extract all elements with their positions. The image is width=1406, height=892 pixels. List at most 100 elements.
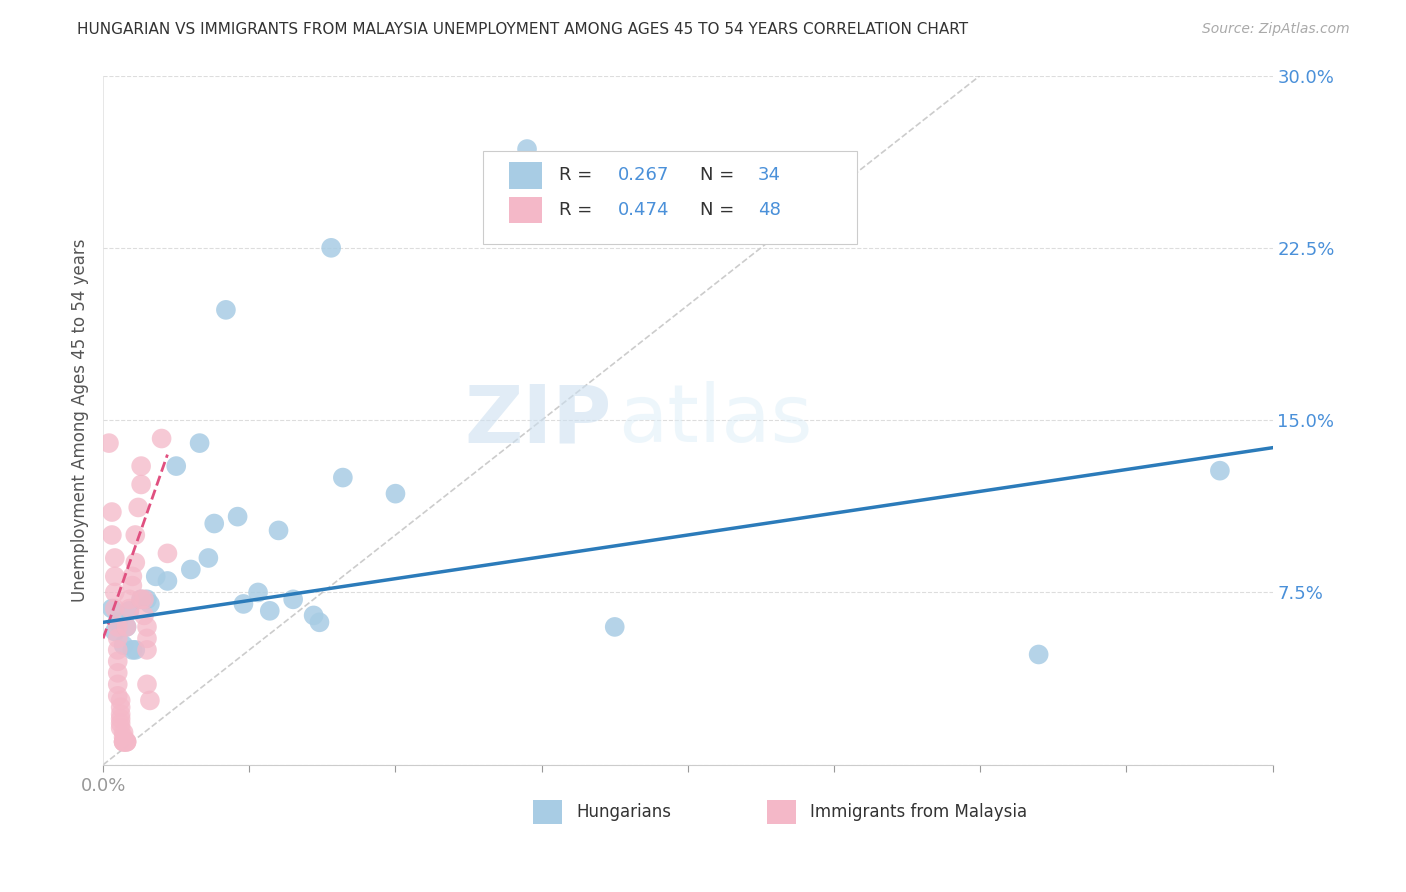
Point (516, 142, 538, 156)
Text: atlas: atlas (617, 381, 813, 459)
Point (132, 608, 155, 623)
Point (308, 615, 330, 630)
Point (110, 716, 132, 731)
Point (101, 528, 124, 542)
Y-axis label: Unemployment Among Ages 45 to 54 years: Unemployment Among Ages 45 to 54 years (72, 238, 89, 602)
Point (104, 601, 127, 615)
Point (110, 693, 132, 707)
Point (136, 643, 159, 657)
Text: Source: ZipAtlas.com: Source: ZipAtlas.com (1202, 22, 1350, 37)
Point (107, 615, 129, 630)
Point (129, 592, 152, 607)
Point (101, 505, 124, 519)
Bar (509, 197, 541, 223)
Text: R =: R = (560, 167, 598, 185)
Point (202, 516, 225, 531)
Point (188, 436, 211, 450)
Point (267, 524, 290, 538)
Point (302, 608, 325, 623)
Point (121, 643, 143, 657)
Point (136, 620, 159, 634)
Text: ZIP: ZIP (464, 381, 612, 459)
Point (156, 574, 179, 588)
Point (226, 509, 249, 524)
Text: 0.267: 0.267 (617, 167, 669, 185)
Point (118, 604, 141, 618)
Point (129, 592, 152, 607)
Point (259, 604, 281, 618)
Point (118, 601, 141, 615)
Point (115, 620, 138, 634)
Point (124, 528, 146, 542)
Text: HUNGARIAN VS IMMIGRANTS FROM MALAYSIA UNEMPLOYMENT AMONG AGES 45 TO 54 YEARS COR: HUNGARIAN VS IMMIGRANTS FROM MALAYSIA UN… (77, 22, 969, 37)
Point (332, 470, 354, 484)
Point (1209, 464, 1232, 478)
Point (115, 735, 138, 749)
Text: R =: R = (560, 201, 598, 219)
Bar (533, 799, 562, 823)
Point (150, 432, 173, 446)
Point (112, 735, 135, 749)
Point (110, 700, 132, 714)
Point (107, 677, 129, 691)
Point (121, 569, 143, 583)
Point (127, 500, 149, 515)
Point (136, 632, 159, 646)
Point (139, 693, 162, 707)
Text: 0.474: 0.474 (617, 201, 669, 219)
Text: 34: 34 (758, 167, 780, 185)
Bar (766, 799, 796, 823)
Point (104, 585, 127, 599)
Point (247, 585, 270, 599)
Point (107, 665, 129, 680)
Point (180, 562, 202, 576)
Point (118, 592, 141, 607)
FancyBboxPatch shape (484, 152, 858, 244)
Point (107, 632, 129, 646)
Point (232, 597, 254, 611)
Point (110, 707, 132, 722)
Text: N =: N = (700, 201, 740, 219)
Text: 48: 48 (758, 201, 780, 219)
Point (115, 735, 138, 749)
Point (124, 556, 146, 570)
Point (129, 477, 152, 491)
Point (145, 569, 167, 583)
Point (156, 546, 179, 560)
Point (132, 592, 155, 607)
Text: N =: N = (700, 167, 740, 185)
Point (112, 725, 135, 739)
Point (107, 654, 129, 668)
Point (98, 436, 121, 450)
Point (112, 638, 135, 652)
Point (136, 592, 159, 607)
Point (112, 735, 135, 749)
Point (101, 601, 124, 615)
Point (384, 486, 406, 500)
Point (283, 592, 305, 607)
Point (165, 459, 187, 474)
Point (110, 712, 132, 726)
Point (104, 569, 127, 583)
Point (121, 578, 143, 592)
Point (110, 721, 132, 735)
Point (112, 730, 135, 744)
Point (129, 459, 152, 474)
Point (1028, 648, 1050, 662)
Bar (509, 162, 541, 188)
Text: Hungarians: Hungarians (576, 803, 671, 821)
Point (124, 643, 146, 657)
Point (215, 302, 238, 317)
Point (107, 620, 129, 634)
Point (107, 689, 129, 703)
Text: Immigrants from Malaysia: Immigrants from Malaysia (810, 803, 1028, 821)
Point (197, 551, 219, 566)
Point (115, 735, 138, 749)
Point (139, 597, 162, 611)
Point (104, 551, 127, 566)
Point (104, 624, 127, 639)
Point (603, 620, 626, 634)
Point (136, 677, 159, 691)
Point (115, 620, 138, 634)
Point (321, 241, 343, 255)
